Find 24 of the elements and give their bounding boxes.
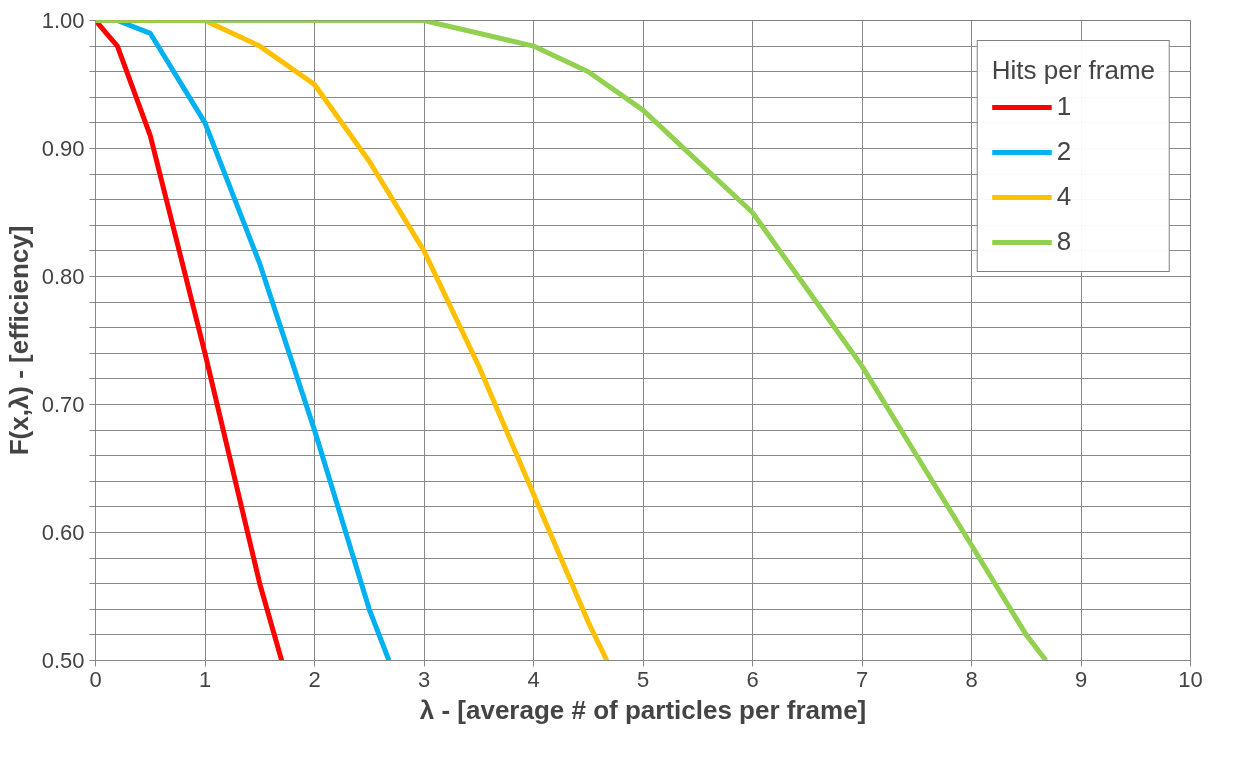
- y-tick-label: 1.00: [41, 8, 85, 33]
- y-tick-label: 0.60: [41, 520, 85, 545]
- y-tick-label: 0.70: [41, 392, 85, 417]
- x-tick-label: 4: [527, 666, 540, 692]
- y-axis-title: F(x,λ) - [efficiency]: [3, 225, 34, 456]
- legend-label: 2: [1056, 136, 1073, 167]
- legend-title: Hits per frame: [991, 55, 1155, 86]
- legend-label: 8: [1056, 226, 1073, 257]
- x-tick-label: 2: [308, 666, 321, 692]
- x-tick-label: 8: [965, 666, 978, 692]
- x-tick-label: 7: [855, 666, 869, 692]
- legend-label: 1: [1056, 91, 1073, 122]
- x-tick-label: 3: [417, 666, 431, 692]
- x-tick-label: 1: [198, 666, 212, 692]
- x-tick-label: 10: [1178, 666, 1203, 692]
- y-tick-label: 0.50: [41, 648, 85, 673]
- y-tick-label: 0.80: [41, 264, 85, 289]
- x-tick-label: 6: [746, 666, 759, 692]
- x-axis-title: λ - [average # of particles per frame]: [419, 694, 867, 725]
- x-tick-label: 5: [636, 666, 650, 692]
- legend-label: 4: [1056, 181, 1073, 212]
- x-tick-label: 0: [89, 666, 102, 692]
- y-tick-label: 0.90: [41, 136, 85, 161]
- x-tick-label: 9: [1074, 666, 1088, 692]
